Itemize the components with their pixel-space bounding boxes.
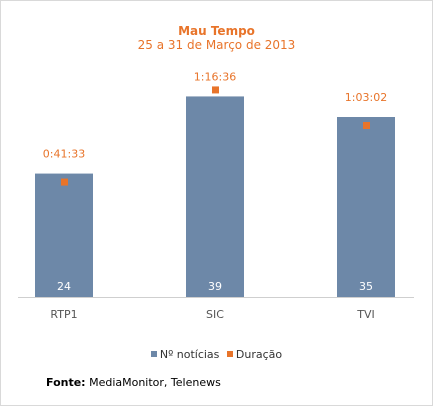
duration-label-tvi: 1:03:02: [345, 91, 387, 104]
legend-item-news[interactable]: Nº notícias: [150, 348, 220, 361]
bar-value-rtp1: 24: [57, 280, 71, 293]
source-label: Fonte:: [46, 376, 86, 389]
duration-label-sic: 1:16:36: [194, 70, 236, 83]
category-label-tvi: TVI: [356, 308, 375, 321]
chart-subtitle: 25 a 31 de Março de 2013: [137, 38, 296, 52]
bar-rtp1: [35, 173, 93, 297]
chart-title: Mau Tempo: [178, 24, 255, 38]
duration-marker-sic: [212, 86, 219, 94]
legend-swatch-duration: [226, 351, 233, 357]
category-label-rtp1: RTP1: [50, 308, 77, 321]
legend-label-duration: Duração: [235, 348, 283, 361]
duration-label-rtp1: 0:41:33: [43, 148, 85, 161]
legend-label-news: Nº notícias: [159, 348, 220, 361]
legend-item-duration[interactable]: Duração: [226, 348, 283, 361]
duration-marker-tvi: [363, 122, 370, 129]
bar-value-tvi: 35: [359, 280, 373, 293]
source-note: Fonte: MediaMonitor, Telenews: [46, 376, 221, 389]
legend-swatch-news: [150, 351, 157, 357]
duration-marker-rtp1: [61, 178, 68, 186]
source-text: MediaMonitor, Telenews: [89, 376, 221, 389]
bar-sic: [186, 96, 244, 297]
bar-value-sic: 39: [208, 280, 222, 293]
legend: Nº notícias Duração: [0, 348, 433, 361]
category-label-sic: SIC: [206, 308, 224, 321]
bar-tvi: [337, 117, 395, 297]
